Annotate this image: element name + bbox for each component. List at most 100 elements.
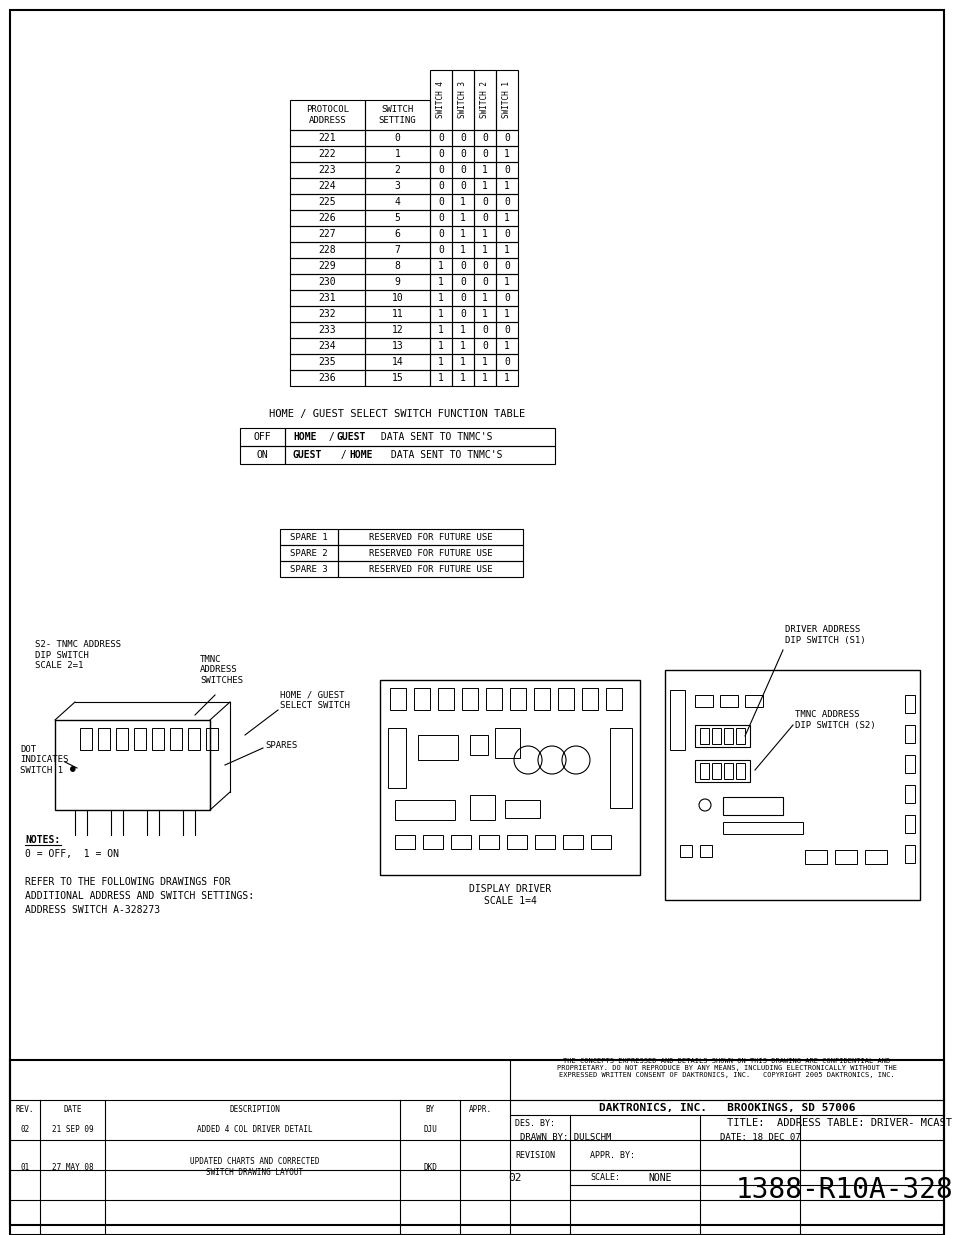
- Text: 0: 0: [503, 165, 510, 175]
- Bar: [430, 306, 452, 322]
- Bar: [430, 146, 452, 162]
- Text: 223: 223: [318, 165, 336, 175]
- Bar: [474, 322, 496, 338]
- Bar: [337, 529, 522, 545]
- Bar: [337, 561, 522, 577]
- Text: HOME / GUEST
SELECT SWITCH: HOME / GUEST SELECT SWITCH: [280, 690, 350, 710]
- Text: 0: 0: [437, 198, 443, 207]
- Bar: [365, 194, 430, 210]
- Bar: [474, 130, 496, 146]
- Bar: [430, 274, 452, 290]
- Bar: [904, 815, 914, 832]
- Text: 0: 0: [481, 212, 487, 224]
- Text: 0: 0: [437, 228, 443, 240]
- Bar: [496, 146, 517, 162]
- Text: 1: 1: [459, 245, 465, 254]
- Bar: [664, 671, 919, 900]
- Text: 4: 4: [395, 198, 400, 207]
- Text: APPR.: APPR.: [468, 1105, 491, 1114]
- Text: GUEST: GUEST: [293, 450, 322, 459]
- Text: 1: 1: [481, 165, 487, 175]
- Bar: [430, 210, 452, 226]
- Bar: [240, 429, 285, 446]
- Text: ADDITIONAL ADDRESS AND SWITCH SETTINGS:: ADDITIONAL ADDRESS AND SWITCH SETTINGS:: [25, 890, 253, 902]
- Bar: [133, 727, 146, 750]
- Bar: [452, 258, 474, 274]
- Text: 15: 15: [392, 373, 403, 383]
- Bar: [470, 735, 488, 755]
- Bar: [474, 290, 496, 306]
- Text: 0: 0: [437, 133, 443, 143]
- Bar: [581, 688, 598, 710]
- Text: APPR. BY:: APPR. BY:: [589, 1151, 635, 1160]
- Text: HOME: HOME: [293, 432, 316, 442]
- Text: PROTOCOL
ADDRESS: PROTOCOL ADDRESS: [306, 105, 349, 125]
- Text: 12: 12: [392, 325, 403, 335]
- Text: 0 = OFF,  1 = ON: 0 = OFF, 1 = ON: [25, 848, 119, 860]
- Bar: [452, 162, 474, 178]
- Text: S2- TNMC ADDRESS
DIP SWITCH
SCALE 2=1: S2- TNMC ADDRESS DIP SWITCH SCALE 2=1: [35, 640, 121, 669]
- Text: 1: 1: [459, 341, 465, 351]
- Bar: [744, 695, 762, 706]
- Text: 02: 02: [508, 1173, 521, 1183]
- Text: 0: 0: [459, 261, 465, 270]
- Text: ADDRESS SWITCH A-328273: ADDRESS SWITCH A-328273: [25, 905, 160, 915]
- Text: SWITCH 1: SWITCH 1: [502, 82, 511, 119]
- Bar: [437, 688, 454, 710]
- Bar: [430, 70, 452, 130]
- Text: DES. BY:: DES. BY:: [515, 1119, 555, 1128]
- Text: 0: 0: [481, 277, 487, 287]
- Bar: [474, 162, 496, 178]
- Bar: [496, 194, 517, 210]
- Bar: [452, 306, 474, 322]
- Bar: [474, 70, 496, 130]
- Text: 0: 0: [459, 309, 465, 319]
- Text: 1: 1: [437, 373, 443, 383]
- Bar: [534, 688, 550, 710]
- Bar: [365, 242, 430, 258]
- Text: HOME: HOME: [349, 450, 372, 459]
- Text: DOT
INDICATES
SWITCH 1: DOT INDICATES SWITCH 1: [20, 745, 69, 774]
- Bar: [700, 845, 711, 857]
- Bar: [98, 727, 110, 750]
- Bar: [679, 845, 691, 857]
- Bar: [904, 725, 914, 743]
- Text: 1: 1: [437, 341, 443, 351]
- Bar: [290, 194, 365, 210]
- Bar: [496, 354, 517, 370]
- Text: 1: 1: [503, 277, 510, 287]
- Bar: [365, 322, 430, 338]
- Text: 0: 0: [503, 228, 510, 240]
- Text: REFER TO THE FOLLOWING DRAWINGS FOR: REFER TO THE FOLLOWING DRAWINGS FOR: [25, 877, 231, 887]
- Bar: [452, 274, 474, 290]
- Text: SWITCH 2: SWITCH 2: [480, 82, 489, 119]
- Bar: [188, 727, 200, 750]
- Bar: [451, 835, 471, 848]
- Bar: [290, 130, 365, 146]
- Bar: [474, 226, 496, 242]
- Bar: [496, 242, 517, 258]
- Bar: [904, 785, 914, 803]
- Text: GUEST: GUEST: [336, 432, 366, 442]
- Text: 1: 1: [459, 198, 465, 207]
- Bar: [496, 70, 517, 130]
- Text: 1: 1: [503, 212, 510, 224]
- Text: 21 SEP 09: 21 SEP 09: [52, 1125, 93, 1135]
- Text: 235: 235: [318, 357, 336, 367]
- Text: 227: 227: [318, 228, 336, 240]
- Bar: [470, 795, 495, 820]
- Text: SWITCH 4: SWITCH 4: [436, 82, 445, 119]
- Text: 230: 230: [318, 277, 336, 287]
- Text: 1: 1: [437, 261, 443, 270]
- Text: SPARES: SPARES: [265, 741, 297, 750]
- Text: DRIVER ADDRESS
DIP SWITCH (S1): DRIVER ADDRESS DIP SWITCH (S1): [784, 625, 864, 645]
- Text: 0: 0: [503, 325, 510, 335]
- Bar: [474, 274, 496, 290]
- Text: DATE: DATE: [64, 1105, 82, 1114]
- Bar: [452, 130, 474, 146]
- Bar: [474, 210, 496, 226]
- Bar: [116, 727, 128, 750]
- Bar: [474, 194, 496, 210]
- Text: 1: 1: [503, 309, 510, 319]
- Bar: [474, 306, 496, 322]
